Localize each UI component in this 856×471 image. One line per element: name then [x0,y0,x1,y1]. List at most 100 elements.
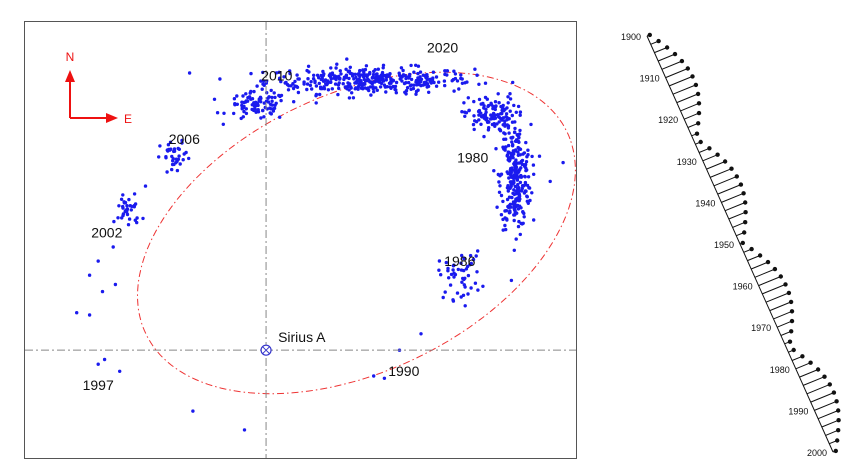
data-point [400,79,404,83]
data-point [427,90,431,95]
data-point [452,263,456,267]
data-point [269,107,273,111]
data-point [513,160,517,164]
data-point [510,154,514,158]
data-point [358,69,362,73]
motion-point [672,51,678,57]
data-point [432,80,436,85]
data-point [464,267,469,271]
data-point [485,97,489,101]
motion-point [836,418,841,423]
data-point [510,140,514,144]
data-point [174,161,178,165]
data-point [252,108,256,113]
motion-tick [680,102,700,112]
data-point [409,77,414,82]
data-point [241,106,246,110]
data-point [180,141,184,145]
data-point [261,70,265,75]
data-point [274,71,279,75]
data-point [507,150,511,155]
data-point [329,66,333,70]
data-point [492,116,496,120]
data-point [479,122,483,127]
data-point [496,92,500,96]
data-point [520,162,525,166]
data-point [309,80,313,84]
data-point [121,212,126,216]
data-point [443,290,447,294]
motion-point [690,74,695,79]
epoch-label: 1997 [83,377,114,393]
data-point [272,106,277,111]
data-point [279,79,283,84]
data-point [332,74,337,78]
motion-tick [658,53,676,62]
data-point [102,357,107,362]
data-point [446,269,450,273]
data-point [443,83,447,88]
data-point [255,102,260,106]
data-point [416,64,421,68]
data-point [363,86,367,90]
data-point [319,73,323,78]
motion-point [707,146,712,151]
data-point [363,67,368,72]
data-point [313,79,317,83]
data-point [297,77,301,81]
epoch-label: 1980 [457,150,488,166]
data-point [425,77,430,82]
motion-point [778,274,783,279]
motion-point [800,354,805,359]
data-point [366,73,370,77]
data-point [503,148,507,152]
data-point [129,208,133,212]
data-point [506,189,510,193]
data-point [371,72,376,77]
data-point [442,79,447,83]
data-point [218,77,222,81]
data-point [117,204,121,208]
motion-tick [732,221,746,228]
data-point [96,259,100,263]
data-point [372,69,376,74]
data-point [443,69,447,73]
data-point [385,73,389,77]
data-point [135,216,139,220]
data-point [490,122,495,127]
data-point [531,163,536,167]
data-point [469,286,473,290]
data-point [306,77,310,81]
data-point [222,111,226,116]
data-point [497,120,501,124]
data-point [288,69,292,73]
data-point [356,84,361,89]
data-point [499,112,503,116]
data-point [273,103,277,108]
data-point [449,272,454,277]
data-point [369,93,373,97]
data-point [123,200,128,205]
data-point [511,135,515,139]
data-point [398,73,402,78]
data-point [177,154,181,158]
data-point [468,253,473,258]
data-point [330,71,335,75]
data-point [375,88,379,93]
data-point [475,270,479,274]
data-point [503,223,507,228]
data-point [451,77,456,82]
data-point [537,154,542,158]
motion-point [833,448,838,454]
data-point [501,199,505,204]
motion-track: 1900 1910 1920 1930 1940 1950 1960 1970 1980 1990… [621,32,841,458]
data-point [241,94,245,98]
data-point [512,206,516,210]
data-point [482,116,486,120]
data-point [477,82,481,87]
data-point [278,76,282,80]
data-point [473,119,477,123]
motion-tick [799,369,819,378]
motion-tick [710,168,732,178]
data-point [306,64,311,69]
